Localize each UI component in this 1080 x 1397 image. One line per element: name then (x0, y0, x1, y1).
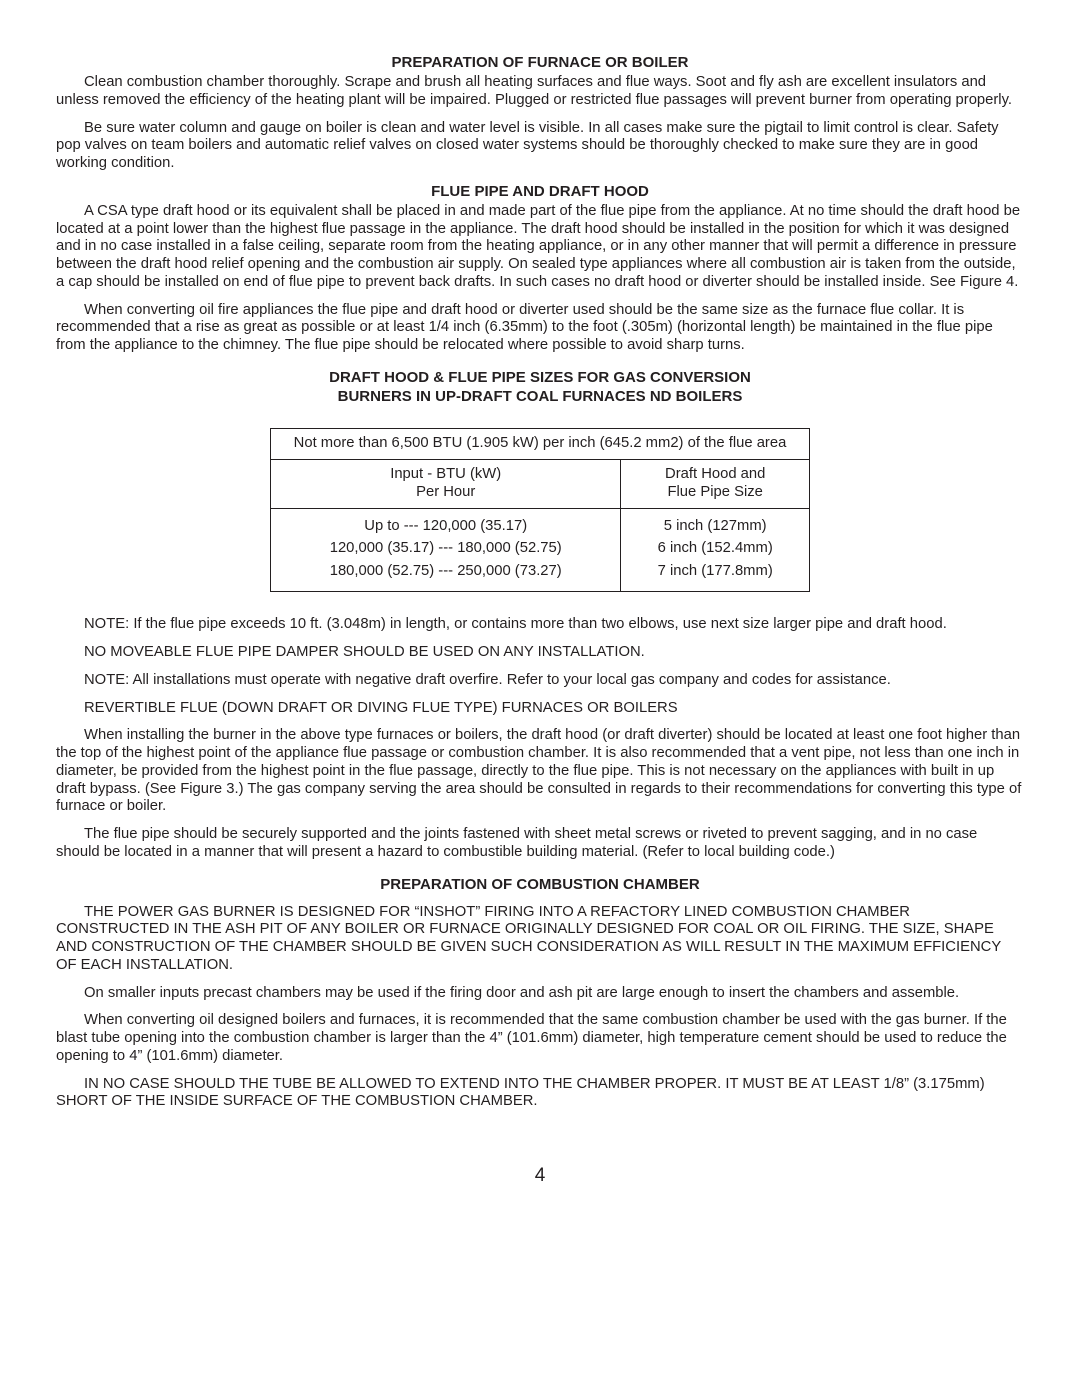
body-text: When installing the burner in the above … (56, 727, 1024, 816)
body-text: A CSA type draft hood or its equivalent … (56, 203, 1024, 292)
body-text: NOTE: All installations must operate wit… (56, 672, 1024, 690)
table-cell: Up to --- 120,000 (35.17) 120,000 (35.17… (271, 508, 621, 592)
table-header-col1: Input - BTU (kW) Per Hour (271, 460, 621, 509)
th-line: Flue Pipe Size (667, 484, 762, 500)
body-text: On smaller inputs precast chambers may b… (56, 985, 1024, 1003)
spec-table: Not more than 6,500 BTU (1.905 kW) per i… (270, 428, 810, 592)
th-line: Input - BTU (kW) (390, 466, 501, 482)
spec-table-wrap: Not more than 6,500 BTU (1.905 kW) per i… (270, 428, 810, 592)
cell-line: 120,000 (35.17) --- 180,000 (52.75) (330, 540, 562, 556)
body-text: IN NO CASE SHOULD THE TUBE BE ALLOWED TO… (56, 1076, 1024, 1112)
body-text: When converting oil fire appliances the … (56, 302, 1024, 355)
heading-line: Burners In Up-Draft Coal Furnaces Nd Boi… (338, 388, 743, 405)
body-text: NO MOVEABLE FLUE PIPE DAMPER SHOULD BE U… (56, 644, 1024, 662)
heading-line: Draft Hood & Flue Pipe Sizes For Gas Con… (329, 369, 751, 386)
table-cell: 5 inch (127mm) 6 inch (152.4mm) 7 inch (… (621, 508, 810, 592)
body-text: NOTE: If the flue pipe exceeds 10 ft. (3… (56, 616, 1024, 634)
body-text: The flue pipe should be securely support… (56, 826, 1024, 862)
heading-flue-pipe: Flue Pipe And Draft Hood (56, 183, 1024, 201)
table-header-col2: Draft Hood and Flue Pipe Size (621, 460, 810, 509)
cell-line: 6 inch (152.4mm) (658, 540, 773, 556)
th-line: Per Hour (416, 484, 475, 500)
body-text: When converting oil designed boilers and… (56, 1012, 1024, 1065)
body-text: REVERTIBLE FLUE (DOWN DRAFT OR DIVING FL… (56, 700, 1024, 718)
heading-combustion-chamber: Preparation Of Combustion Chamber (56, 876, 1024, 894)
body-text: Clean combustion chamber thoroughly. Scr… (56, 74, 1024, 110)
cell-line: Up to --- 120,000 (35.17) (364, 518, 527, 534)
th-line: Draft Hood and (665, 466, 765, 482)
cell-line: 5 inch (127mm) (664, 518, 767, 534)
table-caption-row: Not more than 6,500 BTU (1.905 kW) per i… (271, 429, 810, 460)
body-text: THE POWER GAS BURNER IS DESIGNED FOR “IN… (56, 904, 1024, 975)
heading-table: Draft Hood & Flue Pipe Sizes For Gas Con… (56, 369, 1024, 407)
page-number: 4 (56, 1165, 1024, 1188)
body-text: Be sure water column and gauge on boiler… (56, 120, 1024, 173)
heading-prep-furnace: Preparation Of Furnace Or Boiler (56, 54, 1024, 72)
cell-line: 180,000 (52.75) --- 250,000 (73.27) (330, 563, 562, 579)
cell-line: 7 inch (177.8mm) (658, 563, 773, 579)
